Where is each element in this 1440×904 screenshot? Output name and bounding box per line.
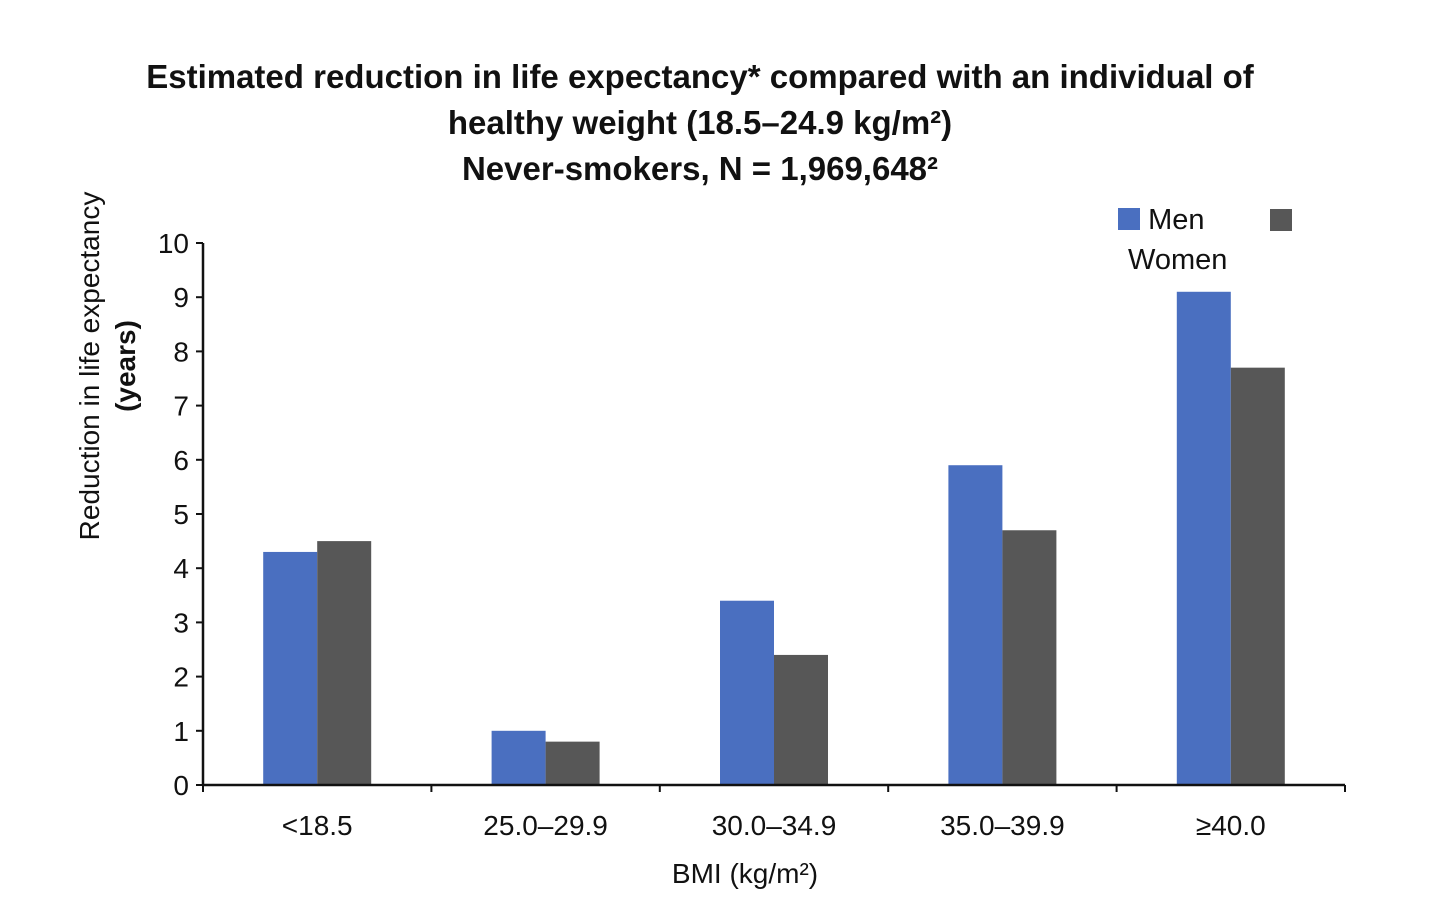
legend-swatch-women <box>1270 209 1292 231</box>
legend-label-men: Men <box>1148 204 1205 236</box>
y-tick-label-0: 0 <box>173 770 189 801</box>
y-tick-label-10: 10 <box>158 228 189 259</box>
bar-women-2 <box>774 654 828 785</box>
y-tick-label-9: 9 <box>173 282 189 313</box>
x-tick-label-3: 35.0–39.9 <box>940 810 1065 841</box>
y-tick-label-8: 8 <box>173 336 189 367</box>
y-tick-label-1: 1 <box>173 716 189 747</box>
y-tick-label-6: 6 <box>173 445 189 476</box>
bar-men-3 <box>948 465 1003 785</box>
x-tick-label-2: 30.0–34.9 <box>712 810 837 841</box>
x-tick-label-4: ≥40.0 <box>1196 810 1266 841</box>
chart-title-line-2: healthy weight (18.5–24.9 kg/m²) <box>447 104 953 141</box>
x-tick-label-1: 25.0–29.9 <box>483 810 608 841</box>
legend-item-men: Men <box>1118 200 1204 240</box>
chart-title: Estimated reduction in life expectancy* … <box>0 54 1400 192</box>
x-tick-label-0: <18.5 <box>282 810 353 841</box>
y-tick-label-2: 2 <box>173 662 189 693</box>
bar-women-0 <box>317 541 372 785</box>
chart-title-line-3: Never-smokers, N = 1,969,648² <box>461 150 939 187</box>
bar-women-1 <box>545 741 600 785</box>
bar-men-1 <box>491 730 546 785</box>
bar-men-0 <box>263 551 318 785</box>
chart-title-line-1: Estimated reduction in life expectancy* … <box>146 58 1254 95</box>
y-tick-label-5: 5 <box>173 499 189 530</box>
legend-swatch-men <box>1118 208 1140 231</box>
bar-women-4 <box>1230 367 1285 785</box>
bar-women-3 <box>1002 530 1057 785</box>
y-tick-label-3: 3 <box>173 607 189 638</box>
bar-men-4 <box>1176 291 1231 785</box>
legend-label-women: Women <box>1128 244 1228 276</box>
y-tick-label-7: 7 <box>173 391 189 422</box>
bar-men-2 <box>720 600 774 785</box>
y-tick-label-4: 4 <box>173 553 189 584</box>
x-axis-label: BMI (kg/m²) <box>671 858 819 889</box>
